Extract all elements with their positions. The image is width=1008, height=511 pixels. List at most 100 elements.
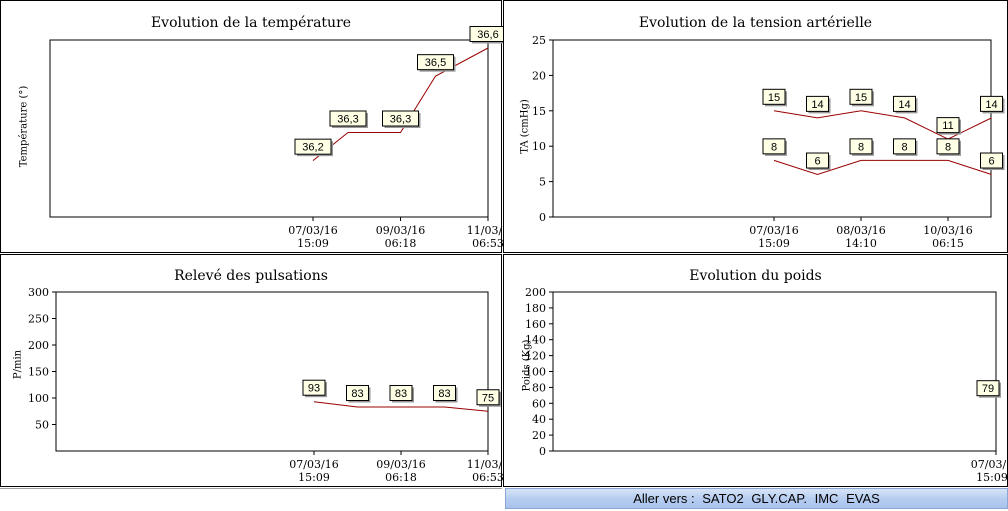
data-label: 36,5 (417, 54, 456, 72)
data-label-text: 83 (351, 388, 363, 400)
data-label: 8 (936, 138, 961, 156)
data-label-box (976, 380, 1000, 397)
y-tick-label: 180 (525, 302, 546, 315)
x-tick-time: 15:09 (758, 237, 790, 250)
status-area (0, 488, 502, 511)
x-tick-time: 15:09 (976, 471, 1008, 484)
x-tick-time: 15:09 (298, 471, 330, 484)
data-label: 6 (806, 152, 831, 171)
data-label-box (980, 152, 1003, 169)
blood-pressure-chart-panel: Evolution de la tension artérielle TA (c… (503, 0, 1008, 253)
series-line (313, 401, 489, 412)
data-label-box (294, 138, 332, 155)
data-label-box (382, 110, 419, 127)
data-label-box (346, 385, 369, 402)
data-label-text: 75 (482, 392, 494, 404)
data-label: 6 (980, 152, 1005, 171)
data-label-box (433, 385, 456, 402)
data-label: 15 (849, 88, 874, 107)
data-label-box (936, 138, 960, 155)
x-tick-time: 15:09 (297, 237, 329, 250)
data-label: 83 (433, 385, 458, 403)
data-label: 36,6 (469, 26, 503, 44)
y-tick-label: 20 (532, 69, 546, 82)
data-label-box (936, 117, 960, 134)
goto-item-evas[interactable]: EVAS (846, 491, 880, 506)
y-tick-label: 250 (28, 313, 49, 326)
chart-title: Evolution de la température (150, 15, 352, 31)
data-label-box (469, 26, 503, 42)
goto-item-imc[interactable]: IMC (814, 491, 839, 506)
data-label-box (389, 385, 413, 402)
weight-chart: 0 20 40 60 80 100 120 140 160 180 200 07/03/115:09 7… (525, 286, 1008, 484)
data-label: 79 (976, 380, 1001, 398)
y-tick-label: 60 (532, 397, 546, 410)
x-tick-time: 06:15 (932, 237, 964, 250)
x-tick-time: 06:53 (472, 471, 503, 484)
y-tick-label: 200 (28, 339, 49, 352)
data-label-box (806, 152, 829, 169)
data-label: 93 (302, 379, 327, 398)
data-label: 8 (893, 138, 918, 156)
goto-item-sato2[interactable]: SATO2 (702, 491, 744, 506)
data-label-text: 14 (898, 99, 910, 111)
data-label-text: 8 (901, 141, 907, 153)
data-label-text: 6 (814, 156, 820, 168)
data-label-text: 14 (985, 99, 997, 111)
data-label-text: 6 (988, 156, 994, 168)
y-tick-label: 160 (525, 318, 546, 331)
y-tick-label: 120 (525, 350, 546, 363)
temperature-chart-panel: Evolution de la température Température … (0, 0, 503, 253)
y-tick-label: 80 (532, 381, 546, 394)
y-tick-label: 15 (532, 105, 546, 118)
data-label-text: 36,3 (390, 114, 411, 126)
chart-title: Evolution de la tension artérielle (638, 15, 873, 31)
data-label-text: 14 (811, 99, 823, 111)
x-tick-date: 07/03/16 (289, 458, 338, 471)
y-tick-label: 20 (532, 429, 546, 442)
series-line (773, 159, 992, 176)
data-label-box (980, 95, 1003, 112)
data-label-text: 36,6 (477, 29, 498, 41)
goto-label: Aller vers : (633, 491, 695, 506)
data-label: 36,3 (329, 110, 368, 128)
data-label: 14 (806, 95, 831, 114)
data-label-box (762, 138, 786, 155)
data-label: 36,2 (294, 138, 333, 157)
y-tick-label: 100 (525, 366, 546, 379)
chart-title: Evolution du poids (689, 268, 822, 284)
x-tick-time: 06:53 (472, 237, 503, 250)
y-tick-label: 150 (28, 366, 49, 379)
x-tick-time: 14:10 (845, 237, 877, 250)
data-label-text: 15 (768, 92, 780, 104)
data-label-box (849, 138, 873, 155)
y-tick-label: 50 (35, 419, 49, 432)
y-tick-label: 100 (28, 392, 49, 405)
x-tick-date: 09/03/16 (376, 224, 425, 237)
data-label: 83 (346, 385, 371, 403)
data-label-text: 83 (438, 388, 450, 400)
x-tick-date: 07/03/1 (971, 458, 1008, 471)
goto-bar[interactable]: Aller vers : SATO2 GLY.CAP. IMC EVAS (505, 488, 1008, 509)
data-label-text: 8 (858, 141, 864, 153)
series-line (773, 110, 992, 140)
data-label: 75 (476, 389, 501, 407)
data-label: 36,3 (382, 110, 421, 128)
data-label: 11 (936, 117, 961, 135)
data-label-text: 93 (308, 383, 320, 395)
plot-area (55, 291, 489, 452)
data-label: 14 (893, 95, 918, 114)
x-tick-date: 10/03/16 (923, 224, 972, 237)
data-label-text: 83 (395, 388, 407, 400)
data-label: 14 (980, 95, 1005, 114)
y-tick-label: 200 (525, 286, 546, 299)
data-label-box (849, 88, 873, 105)
data-label-box (893, 95, 916, 112)
weight-chart-panel: Evolution du poids Poids (Kg) 0 20 40 60 80 1… (503, 254, 1008, 487)
goto-item-gly-cap[interactable]: GLY.CAP. (751, 491, 807, 506)
data-label-text: 11 (942, 120, 953, 132)
data-label-box (417, 54, 454, 71)
y-tick-label: 300 (28, 286, 49, 299)
